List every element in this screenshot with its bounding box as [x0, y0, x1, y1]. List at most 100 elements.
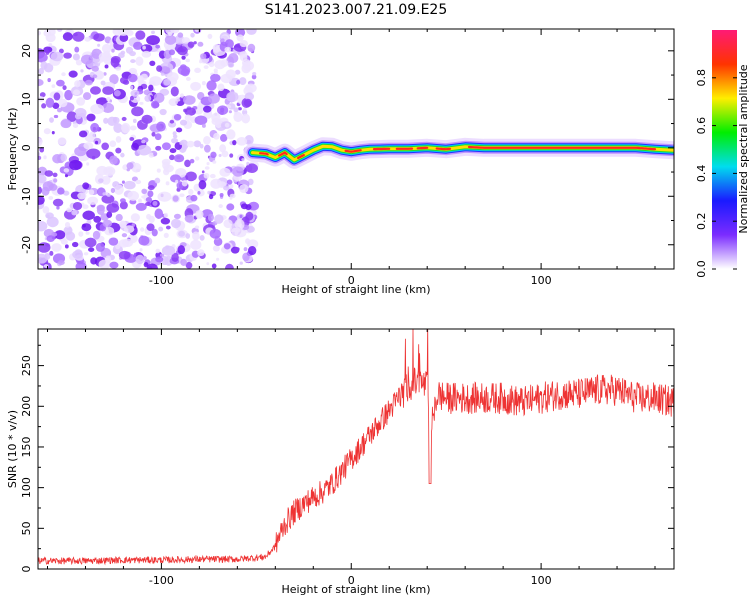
noise-blob: [119, 33, 129, 42]
noise-blob: [103, 117, 109, 124]
noise-blob: [66, 207, 73, 213]
noise-blob: [49, 117, 54, 123]
noise-blob: [45, 212, 54, 219]
noise-blob: [71, 241, 79, 248]
noise-blob: [42, 206, 50, 214]
noise-blob: [199, 59, 203, 64]
noise-blob: [146, 35, 160, 46]
noise-blob: [123, 225, 135, 234]
noise-blob: [56, 107, 63, 113]
noise-blob: [52, 102, 60, 109]
noise-blob: [220, 59, 229, 67]
x-tick-label: 0: [348, 574, 355, 587]
noise-blob: [49, 250, 54, 256]
noise-blob: [77, 192, 87, 200]
noise-blob: [51, 131, 55, 135]
noise-blob: [141, 50, 152, 58]
noise-blob: [153, 92, 165, 104]
noise-blob: [201, 81, 206, 86]
noise-blob: [163, 212, 169, 218]
noise-blob: [135, 56, 144, 66]
noise-blob: [87, 196, 99, 205]
noise-blob: [66, 111, 78, 122]
noise-blob: [72, 250, 84, 259]
noise-blob: [236, 34, 244, 42]
noise-blob: [83, 252, 89, 256]
noise-blob: [113, 90, 121, 97]
noise-blob: [61, 72, 66, 77]
noise-blob: [151, 30, 155, 35]
noise-blob: [57, 187, 65, 195]
colorbar: 0.0 0.2 0.4 0.6 0.8 Normalized spectral ampl…: [695, 30, 750, 278]
noise-blob: [251, 74, 257, 80]
noise-blob: [107, 116, 117, 127]
noise-blob: [146, 223, 155, 232]
noise-blob: [228, 52, 239, 64]
noise-blob: [203, 144, 211, 153]
noise-blob: [245, 163, 258, 174]
noise-blob: [108, 229, 114, 234]
noise-blob: [142, 45, 146, 50]
noise-blob: [194, 225, 200, 229]
noise-blob: [169, 154, 175, 161]
noise-blob: [86, 113, 96, 122]
noise-blob: [62, 85, 67, 91]
noise-blob: [53, 178, 58, 183]
noise-blob: [214, 71, 218, 75]
noise-blob: [156, 121, 166, 132]
noise-blob: [139, 101, 144, 105]
noise-blob: [43, 29, 52, 37]
noise-blob: [248, 47, 253, 52]
noise-blob: [41, 103, 47, 109]
colorbar-gradient: [712, 30, 737, 269]
noise-blob: [181, 180, 188, 187]
noise-blob: [226, 129, 236, 140]
noise-blob: [236, 79, 241, 85]
noise-blob: [46, 235, 55, 243]
y-tick-label: 10: [20, 92, 33, 106]
noise-blob: [208, 194, 214, 200]
noise-blob: [164, 34, 177, 45]
noise-blob: [100, 80, 106, 86]
noise-blob: [203, 105, 212, 113]
noise-blob: [207, 33, 213, 39]
x-tick-label: -100: [149, 574, 174, 587]
noise-blob: [109, 155, 118, 165]
noise-blob: [82, 182, 90, 190]
noise-blob: [159, 108, 167, 116]
noise-blob: [168, 98, 178, 106]
noise-blob: [155, 248, 161, 254]
noise-blob: [106, 193, 111, 197]
noise-blob: [223, 243, 231, 250]
noise-blob: [68, 70, 78, 78]
noise-blob: [147, 185, 155, 191]
trace-core: [278, 151, 288, 157]
snr-ylabel: SNR (10 * v/v): [6, 410, 19, 488]
noise-blob: [63, 168, 70, 173]
noise-blob: [200, 53, 207, 60]
noise-blob: [184, 107, 196, 116]
noise-blob: [213, 132, 220, 140]
noise-blob: [141, 188, 148, 195]
noise-blob: [208, 93, 220, 104]
noise-blob: [177, 32, 184, 38]
noise-blob: [38, 220, 48, 232]
noise-blob: [150, 100, 159, 109]
noise-blob: [203, 172, 210, 179]
noise-blob: [197, 191, 201, 195]
noise-blob: [74, 113, 82, 120]
noise-blob: [170, 86, 179, 97]
noise-blob: [179, 141, 184, 146]
snr-frame: [37, 328, 675, 570]
noise-blob: [109, 261, 119, 269]
noise-blob: [172, 195, 179, 202]
noise-blob: [141, 114, 153, 124]
noise-blob: [45, 97, 55, 108]
noise-blob: [206, 80, 217, 91]
noise-blob: [102, 86, 115, 95]
noise-blob: [244, 92, 255, 101]
spectrogram-xlabel: Height of straight line (km): [281, 283, 430, 296]
noise-blob: [175, 127, 183, 133]
noise-blob: [97, 43, 101, 47]
noise-blob: [90, 257, 98, 265]
